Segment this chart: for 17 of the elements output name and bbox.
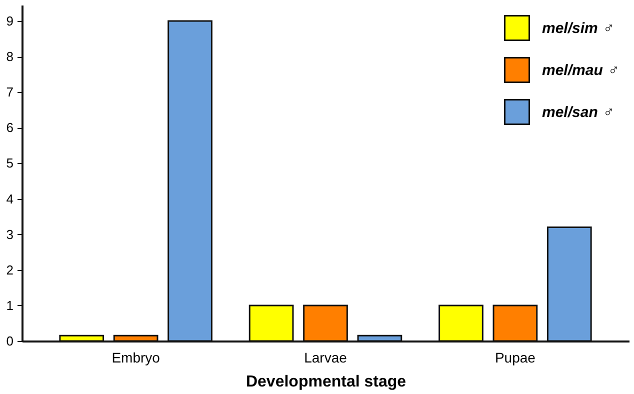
- y-tick-label: 0: [6, 334, 14, 348]
- y-tick-label: 8: [6, 49, 14, 64]
- y-tick-label: 6: [6, 120, 14, 136]
- y-tick-label: 3: [6, 226, 14, 242]
- legend-label: mel/sim ♂: [542, 20, 614, 37]
- x-axis-title: Developmental stage: [246, 374, 406, 390]
- y-tick-label: 9: [6, 14, 14, 28]
- legend-label: mel/san ♂: [542, 104, 614, 121]
- x-tick-label: Pupae: [494, 350, 536, 366]
- y-tick-label: 1: [6, 298, 14, 313]
- y-tick-label: 5: [6, 156, 14, 171]
- y-tick-label: 2: [6, 262, 14, 278]
- x-tick-label: Embryo: [112, 350, 160, 366]
- y-tick-label: 7: [6, 84, 14, 100]
- legend-label: mel/mau ♂: [542, 62, 618, 79]
- x-tick-label: Larvae: [304, 350, 348, 366]
- y-tick-label: 4: [6, 191, 14, 206]
